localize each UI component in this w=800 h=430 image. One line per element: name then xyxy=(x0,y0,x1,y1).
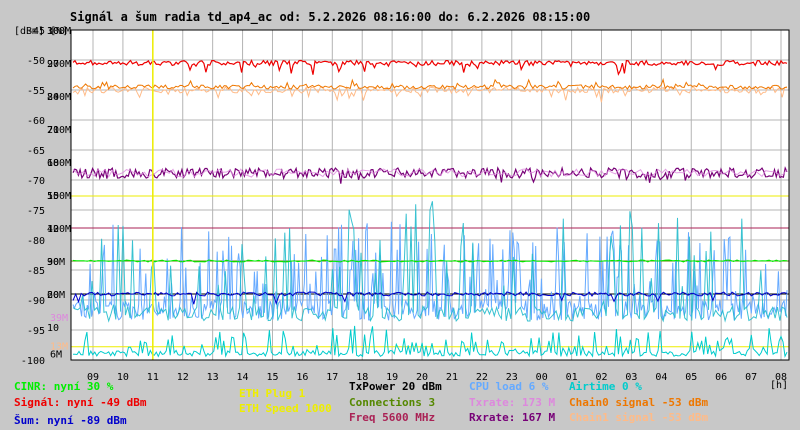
y-tick-rate: 210M xyxy=(47,125,71,136)
x-tick-label: 04 xyxy=(655,372,667,383)
x-tick-label: 17 xyxy=(326,372,338,383)
y-tick-dbm: -80 xyxy=(27,236,45,247)
plot-border xyxy=(70,29,790,361)
legend-noise: Šum: nyní -89 dBm xyxy=(14,414,127,427)
cpu-series xyxy=(72,221,788,321)
x-tick-label: 23 xyxy=(506,372,518,383)
x-tick-label: 22 xyxy=(476,372,488,383)
y-tick-percent: 90 xyxy=(47,59,59,70)
y-tick-percent: 30 xyxy=(47,257,59,268)
y-tick-rate: 300M xyxy=(47,26,71,37)
y-tick-dbm: -85 xyxy=(27,266,45,277)
x-tick-label: 03 xyxy=(625,372,637,383)
y-tick-dbm: -90 xyxy=(27,296,45,307)
y-tick-rate: 6M xyxy=(50,349,62,360)
y-tick-dbm: -95 xyxy=(27,326,45,337)
y-tick-rate: 150M xyxy=(47,191,71,202)
y-tick-percent: 80 xyxy=(47,92,59,103)
x-tick-label: 20 xyxy=(416,372,428,383)
x-tick-label: 09 xyxy=(87,372,99,383)
y-tick-dbm: -100 xyxy=(21,356,45,367)
y-tick-rate: 180M xyxy=(47,158,71,169)
y-tick-dbm: -60 xyxy=(27,116,45,127)
y-tick-rate: 90M xyxy=(47,257,65,268)
y-tick-rate: 240M xyxy=(47,92,71,103)
x-tick-label: 05 xyxy=(685,372,697,383)
legend-chain0: Chain0 signal -53 dBm xyxy=(569,396,709,409)
x-tick-label: 18 xyxy=(356,372,368,383)
x-unit-label: [h] xyxy=(770,380,788,391)
x-tick-label: 13 xyxy=(207,372,219,383)
y-tick-percent: 40 xyxy=(47,224,59,235)
y-tick-dbm: -70 xyxy=(27,176,45,187)
legend-chain1: Chain1 signal -53 dBm xyxy=(569,411,709,424)
legend-eth-plug: ETH Plug 1 xyxy=(239,387,306,400)
airtime-series xyxy=(72,325,788,359)
y-tick-percent: 20 xyxy=(47,290,59,301)
x-tick-label: 08 xyxy=(775,372,787,383)
cinr-series xyxy=(72,259,788,263)
x-tick-label: 07 xyxy=(745,372,757,383)
cpu-series-2 xyxy=(72,201,788,323)
y-tick-rate: 39M xyxy=(50,313,68,324)
y-tick-dbm: -45 xyxy=(27,26,45,37)
noise-series xyxy=(72,291,788,305)
legend-cinr: CINR: nyní 30 % xyxy=(14,380,114,393)
legend-freq: Freq 5600 MHz xyxy=(349,411,436,424)
x-tick-label: 16 xyxy=(296,372,308,383)
txrate-series xyxy=(72,168,788,178)
legend-txrate: Txrate: 173 M xyxy=(469,396,556,409)
legend-rxrate: Rxrate: 167 M xyxy=(469,411,556,424)
legend-airtime: Airtime 0 % xyxy=(569,380,642,393)
y-tick-rate: 60M xyxy=(47,290,65,301)
y-tick-dbm: -50 xyxy=(27,56,45,67)
x-tick-label: 12 xyxy=(177,372,189,383)
y-tick-dbm: -55 xyxy=(27,86,45,97)
legend-cpu: CPU load 6 % xyxy=(469,380,549,393)
legend-signal: Signál: nyní -49 dBm xyxy=(14,396,147,409)
x-tick-label: 21 xyxy=(446,372,458,383)
x-tick-label: 06 xyxy=(715,372,727,383)
chart-title: Signál a šum radia td_ap4_ac od: 5.2.202… xyxy=(70,10,591,24)
y-tick-percent: 60 xyxy=(47,158,59,169)
y-tick-rate: 13M xyxy=(50,342,68,353)
y-tick-rate: 270M xyxy=(47,59,71,70)
legend-txpower: TxPower 20 dBm xyxy=(349,380,442,393)
x-tick-label: 15 xyxy=(266,372,278,383)
chain1-series xyxy=(72,85,788,103)
x-tick-label: 19 xyxy=(386,372,398,383)
y-tick-percent: 10 xyxy=(47,323,59,334)
x-tick-label: 02 xyxy=(595,372,607,383)
x-tick-label: 14 xyxy=(237,372,249,383)
chain0-series xyxy=(72,77,788,91)
y-tick-percent: 50 xyxy=(47,191,59,202)
y-tick-rate: 120M xyxy=(47,224,71,235)
x-tick-label: 01 xyxy=(566,372,578,383)
y-unit-label: [dBm] [%] xyxy=(14,26,69,37)
rxrate-series xyxy=(72,165,788,184)
y-tick-percent: 70 xyxy=(47,125,59,136)
x-tick-label: 00 xyxy=(536,372,548,383)
legend-connections: Connections 3 xyxy=(349,396,436,409)
y-tick-dbm: -65 xyxy=(27,146,45,157)
y-tick-dbm: -75 xyxy=(27,206,45,217)
y-tick-percent: 100 xyxy=(47,26,65,37)
signal-series xyxy=(72,59,788,76)
x-tick-label: 10 xyxy=(117,372,129,383)
x-tick-label: 11 xyxy=(147,372,159,383)
legend-eth-speed: ETH Speed 1000 xyxy=(239,402,332,415)
